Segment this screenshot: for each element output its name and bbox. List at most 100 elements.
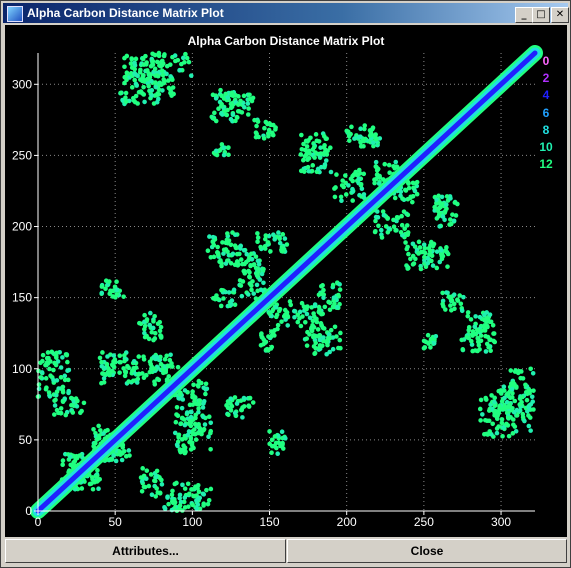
contact-point (151, 354, 157, 360)
contact-point (166, 85, 172, 91)
contact-point (437, 224, 442, 229)
contact-point (311, 333, 316, 338)
contact-point (54, 389, 60, 394)
contact-point (223, 91, 228, 97)
contact-point (129, 85, 135, 90)
contact-point (168, 89, 174, 95)
contact-point (469, 342, 475, 347)
attributes-button[interactable]: Attributes... (5, 539, 286, 563)
contact-point (265, 348, 271, 353)
contact-point (158, 333, 163, 338)
contact-region (51, 395, 164, 499)
y-tick-label: 300 (12, 77, 32, 91)
plot-area[interactable]: Alpha Carbon Distance Matrix Plot 0 50 100… (5, 25, 567, 537)
contact-point (64, 352, 70, 358)
contact-point (238, 243, 244, 249)
contact-point (207, 234, 212, 239)
contact-point (241, 93, 247, 99)
contact-point (177, 396, 182, 401)
contact-point (430, 263, 436, 268)
contact-point (459, 337, 465, 343)
contact-point (182, 495, 188, 500)
contact-point (476, 328, 481, 334)
contact-point (299, 300, 305, 306)
contact-point (448, 196, 453, 201)
contact-point (185, 432, 191, 438)
contact-point (399, 222, 405, 228)
contact-point (213, 96, 219, 101)
close-icon[interactable]: ✕ (551, 7, 569, 23)
legend-entry: 4 (542, 88, 550, 103)
contact-point (230, 251, 236, 257)
contact-point (62, 373, 68, 379)
contact-point (90, 486, 96, 492)
contact-point (353, 169, 359, 175)
contact-point (250, 400, 256, 405)
contact-point (235, 108, 241, 114)
contact-point (129, 65, 135, 70)
contact-point (203, 391, 208, 397)
title-bar[interactable]: Alpha Carbon Distance Matrix Plot _ □ ✕ (3, 3, 569, 23)
contact-point (168, 352, 173, 358)
contact-point (331, 295, 337, 301)
contact-point (464, 334, 470, 340)
contact-point (502, 395, 507, 401)
contact-point (149, 78, 154, 84)
contact-point (259, 331, 264, 336)
contact-point (192, 398, 197, 403)
contact-point (429, 258, 434, 264)
contact-point (421, 242, 427, 247)
contact-point (514, 413, 520, 418)
contact-point (418, 266, 424, 272)
contact-point (404, 246, 410, 252)
contact-point (276, 230, 281, 235)
contact-point (142, 99, 147, 105)
contact-point (358, 126, 363, 131)
contact-point (255, 231, 260, 236)
contact-point (174, 404, 180, 410)
contact-point (404, 223, 410, 228)
contact-point (321, 287, 326, 293)
close-button[interactable]: Close (287, 539, 567, 563)
contact-point (197, 398, 203, 403)
contact-point (200, 428, 205, 434)
contact-point (172, 53, 178, 58)
contact-point (348, 176, 354, 182)
contact-point (148, 472, 154, 477)
contact-point (38, 375, 44, 380)
contact-point (444, 202, 449, 207)
contact-point (105, 354, 110, 359)
contact-point (507, 395, 513, 401)
contact-point (337, 337, 343, 343)
contact-point (288, 302, 294, 308)
contact-point (330, 282, 336, 288)
contact-point (334, 334, 339, 339)
contact-point (443, 248, 449, 253)
contact-point (491, 338, 496, 344)
contact-point (478, 418, 483, 423)
contact-point (170, 364, 175, 369)
contact-point (232, 395, 238, 400)
contact-point (422, 257, 427, 263)
contact-point (336, 345, 341, 351)
legend-entry: 2 (542, 71, 550, 86)
contact-point (159, 482, 165, 487)
contact-point (487, 312, 493, 317)
contact-point (107, 279, 112, 284)
contact-point (229, 302, 234, 307)
contact-point (48, 359, 53, 364)
contact-point (58, 365, 64, 370)
contact-point (241, 395, 247, 401)
contact-point (194, 498, 199, 503)
contact-point (36, 368, 41, 374)
contact-point (510, 390, 515, 396)
maximize-icon[interactable]: □ (532, 7, 550, 23)
contact-point (529, 394, 535, 400)
contact-point (531, 407, 536, 412)
contact-point (112, 360, 117, 365)
contact-point (229, 90, 235, 96)
minimize-icon[interactable]: _ (515, 7, 533, 23)
contact-point (68, 395, 74, 401)
contact-point (169, 499, 175, 504)
